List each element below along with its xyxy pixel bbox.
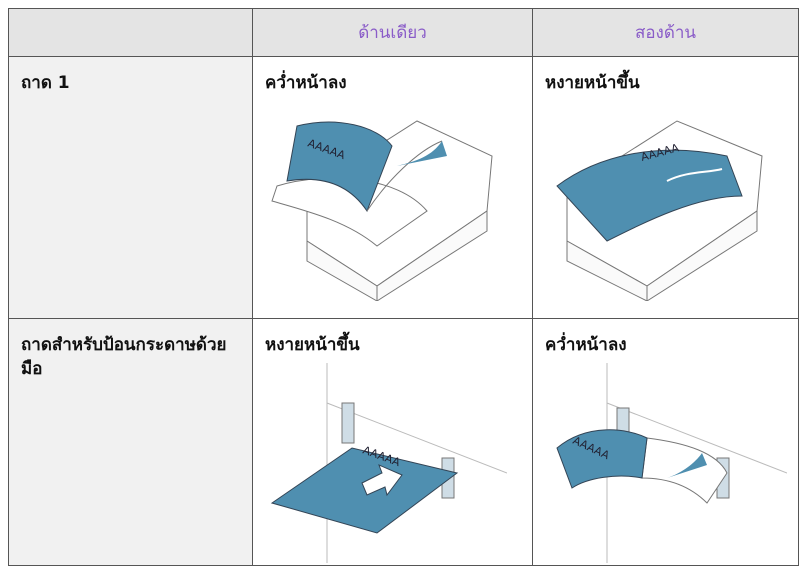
cell: หงายหน้าขึ้น AAAAA	[252, 318, 533, 566]
cell: คว่ำหน้าลง AAAAA	[252, 56, 533, 319]
header-cell: ด้านเดียว	[252, 8, 533, 57]
row-label: ถาดสำหรับป้อนกระดาษด้วยมือ	[21, 335, 227, 379]
header-empty	[8, 8, 253, 57]
row-header: ถาดสำหรับป้อนกระดาษด้วยมือ	[8, 318, 253, 566]
cell: คว่ำหน้าลง AAAAA	[532, 318, 799, 566]
row-header: ถาด 1	[8, 56, 253, 319]
manual-feeder-illustration: AAAAA	[556, 363, 787, 563]
paper-orientation-table: ด้านเดียว สองด้าน ถาด 1 คว่ำหน้าลง AAAAA…	[8, 8, 799, 566]
cell-label: หงายหน้าขึ้น	[265, 335, 360, 355]
row-label: ถาด 1	[21, 73, 70, 93]
manual-feeder-illustration: AAAAA	[270, 363, 507, 563]
cell: หงายหน้าขึ้น AAAAA	[532, 56, 799, 319]
tray-illustration: AAAAA	[271, 120, 493, 301]
cell-label: หงายหน้าขึ้น	[545, 73, 640, 93]
cell-label: คว่ำหน้าลง	[545, 335, 627, 355]
tray-illustration: AAAAA	[556, 120, 763, 301]
cell-label: คว่ำหน้าลง	[265, 73, 347, 93]
header-cell: สองด้าน	[532, 8, 799, 57]
